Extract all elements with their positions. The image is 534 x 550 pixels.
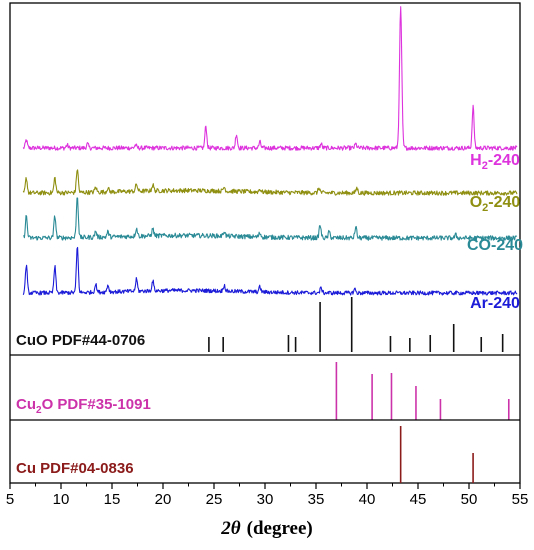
series-line-h	[22, 6, 518, 151]
ref-label: Cu PDF#04-0836	[16, 460, 134, 477]
x-tick-label: 35	[308, 491, 325, 508]
x-tick-label: 30	[257, 491, 274, 508]
series-label-o: O2-240	[470, 194, 521, 214]
x-tick-label: 25	[206, 491, 223, 508]
x-tick-label: 5	[6, 491, 14, 508]
x-tick-label: 55	[512, 491, 529, 508]
series-line-co	[23, 197, 518, 241]
series-labels: H2-240 O2-240 CO-240 Ar-240	[467, 152, 523, 312]
x-tick-label: 45	[410, 491, 427, 508]
x-tick-label: 10	[53, 491, 70, 508]
series-layer	[22, 6, 518, 296]
x-tick-label: 50	[461, 491, 478, 508]
x-tick-label: 40	[359, 491, 376, 508]
x-axis-label-unit: (degree)	[247, 518, 313, 539]
x-tick-label: 20	[155, 491, 172, 508]
x-axis-label-symbol: 2θ	[220, 518, 241, 539]
x-tick-label: 15	[104, 491, 121, 508]
reference-layer: CuO PDF#44-0706 Cu2O PDF#35-1091 Cu PDF#04…	[10, 297, 520, 483]
x-axis: 5 10 15 20 25 30 35 40 45 50 55	[6, 483, 529, 508]
ref-label: CuO PDF#44-0706	[16, 332, 145, 349]
series-label-h: H2-240	[470, 152, 520, 172]
series-line-o	[22, 169, 518, 196]
ref-label: Cu2O PDF#35-1091	[16, 396, 151, 416]
series-label-co: CO-240	[467, 237, 523, 254]
series-line-ar	[22, 246, 518, 296]
series-label-ar: Ar-240	[470, 295, 520, 312]
x-axis-label: 2θ (degree)	[220, 518, 313, 539]
